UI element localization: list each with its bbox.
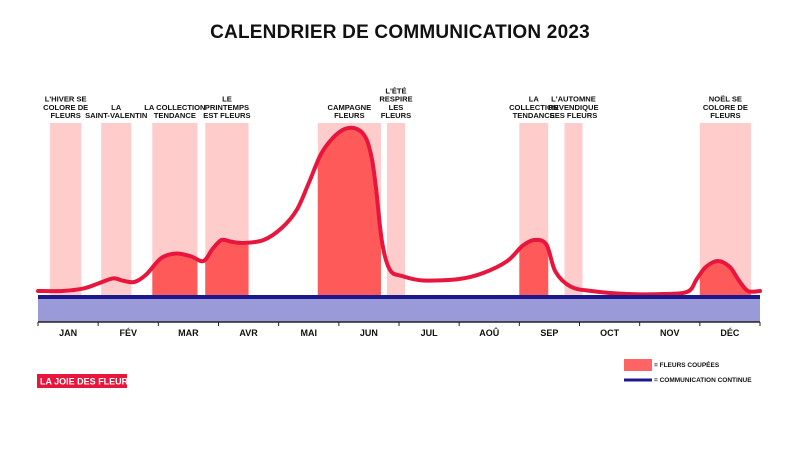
legend-label: = FLEURS COUPÉES [654,360,720,369]
month-label: JAN [59,328,77,338]
campaign-intensity-fill [152,253,198,297]
campaign-intensity-fill [317,127,381,297]
month-label: JUL [421,328,439,338]
campaign-label: CAMPAGNE FLEURS [327,103,371,120]
legend: = FLEURS COUPÉES = COMMUNICATION CONTINUE [624,359,752,384]
month-label: SEP [540,328,558,338]
campaign-band [101,123,132,322]
campaign-band [386,123,406,322]
intensity-curve-layer [36,125,762,297]
month-label: MAR [178,328,199,338]
logo: LA JOIE DES FLEURS.FR [37,374,141,388]
campaign-intensity-fill [519,239,549,297]
campaign-label: L'ÉTÉ RESPIRE LES FLEURS [379,86,412,120]
month-label: MAI [301,328,318,338]
month-label: OCT [600,328,620,338]
campaign-label: NOËL SE COLORE DE FLEURS [703,95,748,120]
campaign-label: LE PRINTEMPS EST FLEURS [203,95,250,120]
baseline-fill [38,297,760,322]
logo-text: LA JOIE DES FLEURS.FR [40,377,141,387]
chart-title: CALENDRIER DE COMMUNICATION 2023 [210,22,590,43]
legend-swatch-box [624,359,652,371]
campaign-label: LA SAINT-VALENTIN [85,103,147,120]
campaign-label: L'AUTOMNE REVENDIQUE SES FLEURS [548,95,598,120]
logo-suffix: .FR [134,378,141,383]
legend-label: = COMMUNICATION CONTINUE [654,377,752,384]
month-label: NOV [660,328,680,338]
campaign-label: L'HIVER SE COLORE DE FLEURS [43,95,88,120]
campaign-label: LA COLLECTION TENDANCE [144,103,205,120]
campaign-intensity-fill [699,261,751,297]
campaign-band [564,123,583,322]
logo-background [37,374,127,388]
intensity-curve-line [36,125,762,297]
x-axis: JAN FÉV MAR AVR MAI JUN JUL AOÛ SEP OCT NOV DÉC [37,321,761,338]
logo-text-part2: FLEURS [98,377,134,387]
baseline-area [38,297,760,322]
campaign-intensity-fill [205,239,249,297]
campaign-label: LA COLLECTION TENDANCE [509,95,558,120]
month-label: DÉC [720,328,740,338]
month-label: JUN [360,328,378,338]
month-label: FÉV [119,328,137,338]
month-label: AOÛ [479,327,499,338]
logo-text-part1: LA JOIE DES [40,377,98,387]
month-label: AVR [239,328,258,338]
